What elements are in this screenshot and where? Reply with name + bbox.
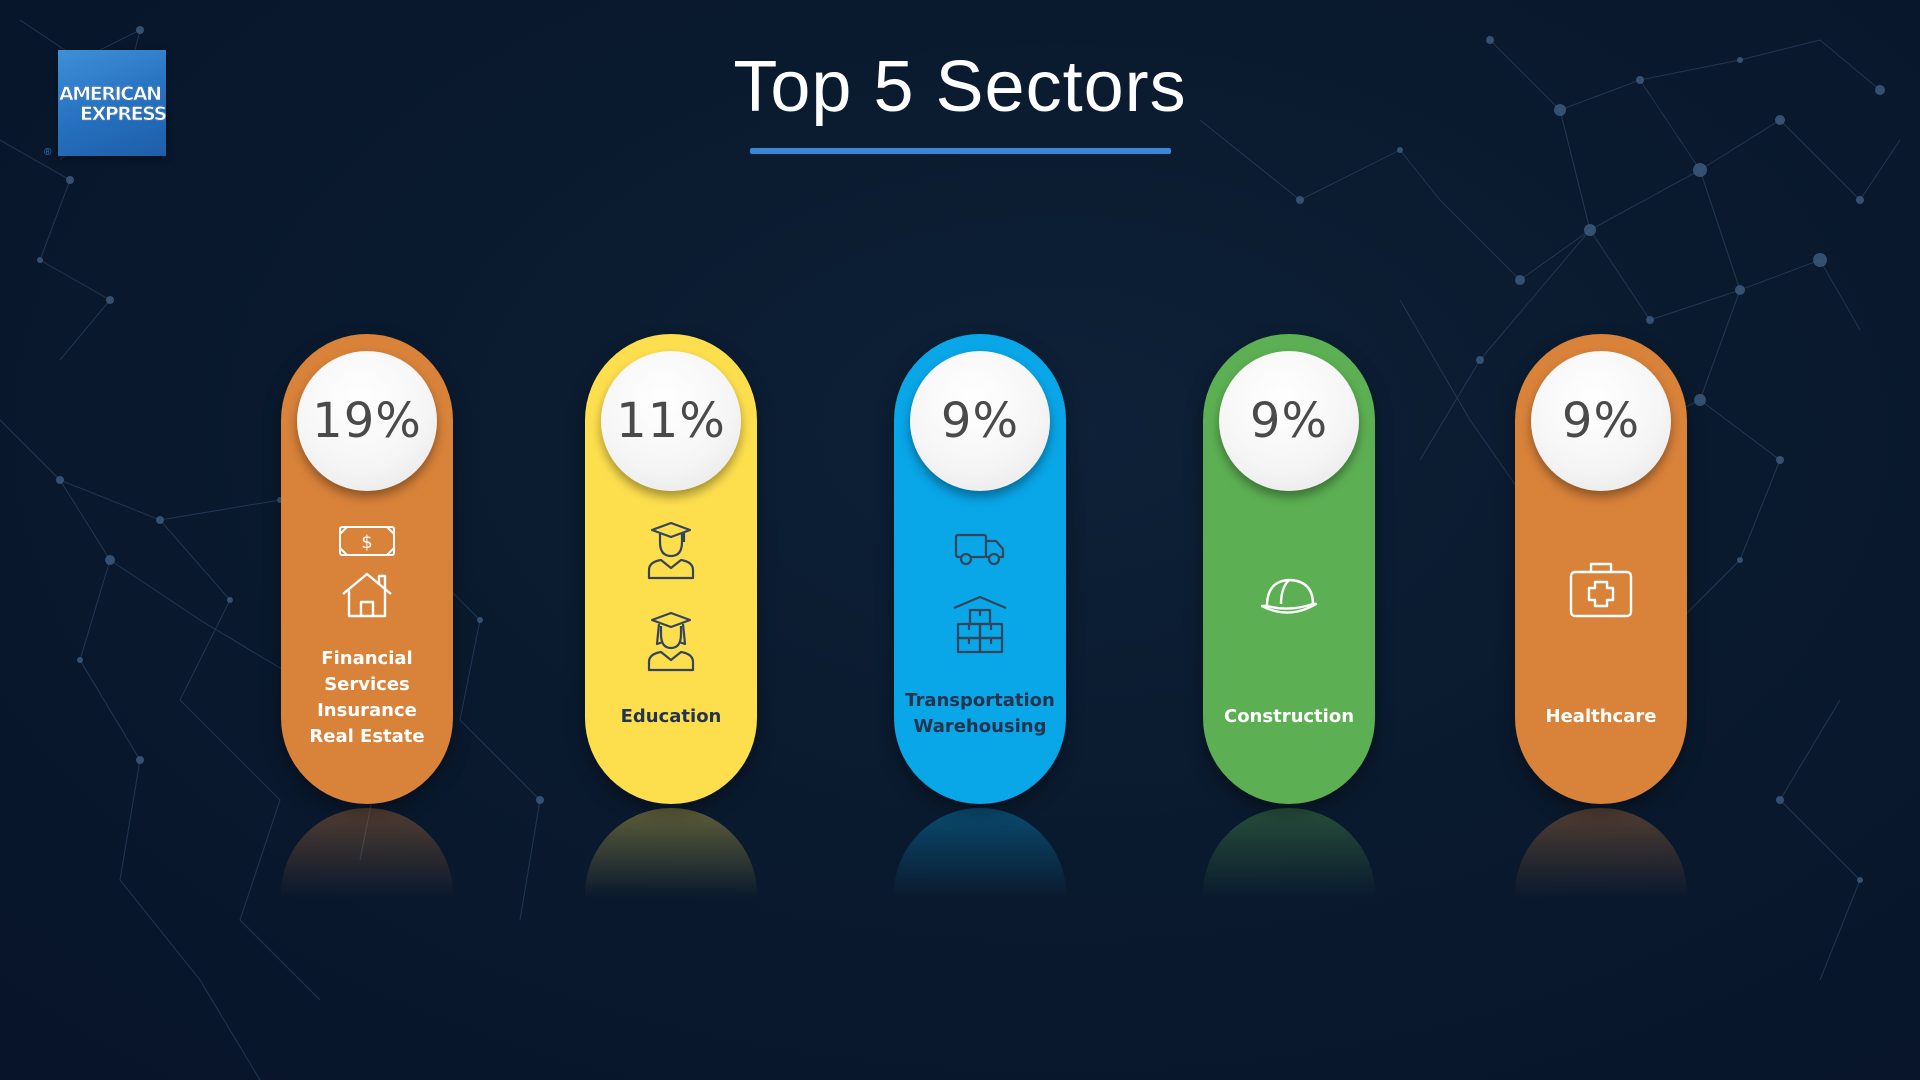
label-line: Insurance xyxy=(317,700,417,721)
percent-circle: 9% xyxy=(1531,351,1671,491)
registered-mark: ® xyxy=(44,147,52,158)
sector-card-financial: 19% $ Financial Services Insurance Real … xyxy=(281,334,453,804)
label-line: Education xyxy=(620,706,722,727)
american-express-logo: AMERICAN EXPRESS xyxy=(58,50,166,156)
sector-label: Healthcare xyxy=(1515,704,1687,730)
first-aid-kit-icon xyxy=(1569,562,1633,618)
percent-value: 9% xyxy=(1561,393,1641,449)
percent-circle: 11% xyxy=(601,351,741,491)
percent-circle: 9% xyxy=(910,351,1050,491)
sector-card-transportation: 9% Transportation Warehousing xyxy=(894,334,1066,804)
sector-card-education: 11% Education xyxy=(585,334,757,804)
label-line: Transportation xyxy=(905,690,1055,711)
female-graduate-icon xyxy=(647,611,695,672)
label-line: Financial xyxy=(321,648,413,669)
sector-label: Education xyxy=(585,704,757,730)
label-line: Construction xyxy=(1223,706,1355,727)
percent-circle: 19% xyxy=(297,351,437,491)
logo-line-1: AMERICAN xyxy=(59,82,163,105)
percent-value: 19% xyxy=(312,393,422,449)
sector-label: Construction xyxy=(1203,704,1375,730)
male-graduate-icon xyxy=(647,521,695,580)
label-line: Warehousing xyxy=(913,716,1047,737)
percent-value: 9% xyxy=(940,393,1020,449)
label-line: Real Estate xyxy=(309,726,425,747)
truck-icon xyxy=(954,533,1005,566)
sector-label: Transportation Warehousing xyxy=(894,688,1066,740)
title-underline xyxy=(750,148,1171,154)
money-icon: $ xyxy=(339,526,395,556)
label-line: Healthcare xyxy=(1545,706,1657,727)
logo-line-2: EXPRESS xyxy=(80,102,166,125)
page-title: Top 5 Sectors xyxy=(733,47,1187,127)
label-line: Services xyxy=(324,674,410,695)
percent-value: 9% xyxy=(1249,393,1329,449)
warehouse-icon xyxy=(953,595,1007,654)
percent-circle: 9% xyxy=(1219,351,1359,491)
percent-value: 11% xyxy=(616,393,726,449)
svg-text:$: $ xyxy=(361,532,372,553)
hard-hat-icon xyxy=(1260,578,1318,614)
sector-card-construction: 9% Construction xyxy=(1203,334,1375,804)
house-icon xyxy=(342,572,392,618)
sector-card-healthcare: 9% Healthcare xyxy=(1515,334,1687,804)
sector-label: Financial Services Insurance Real Estate xyxy=(281,646,453,750)
